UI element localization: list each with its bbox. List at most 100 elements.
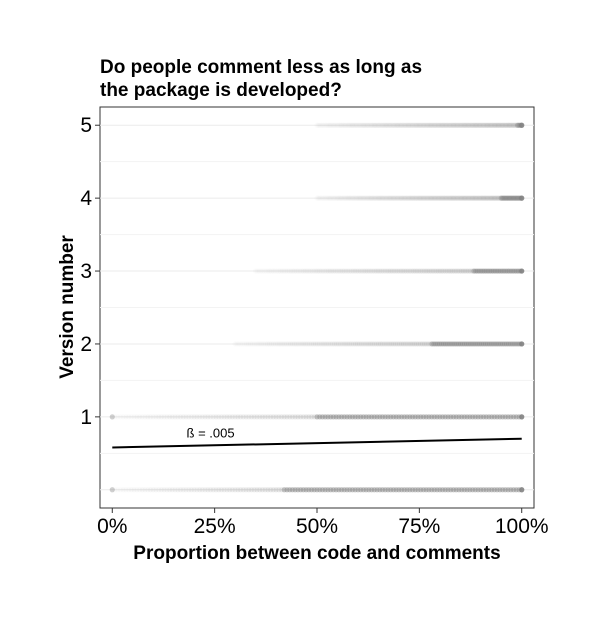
data-point bbox=[486, 414, 492, 420]
data-point bbox=[499, 268, 505, 274]
data-point bbox=[425, 341, 431, 347]
y-tick-label: 4 bbox=[80, 187, 92, 210]
data-point bbox=[355, 195, 361, 201]
data-point bbox=[453, 487, 459, 493]
data-point bbox=[442, 195, 448, 201]
data-point bbox=[355, 268, 362, 274]
data-point bbox=[312, 341, 318, 347]
data-point bbox=[508, 268, 514, 274]
data-point bbox=[278, 487, 285, 493]
data-point bbox=[439, 195, 446, 201]
data-point bbox=[471, 268, 477, 274]
data-point bbox=[331, 341, 338, 347]
data-point bbox=[515, 341, 521, 347]
data-point bbox=[407, 122, 413, 128]
data-point bbox=[457, 268, 463, 274]
data-point bbox=[429, 122, 435, 128]
data-point bbox=[425, 268, 431, 274]
data-point bbox=[180, 487, 186, 493]
data-point bbox=[251, 341, 257, 347]
data-point bbox=[400, 268, 406, 274]
data-point bbox=[417, 268, 424, 274]
data-point bbox=[433, 268, 440, 274]
data-point bbox=[519, 122, 525, 128]
data-point bbox=[240, 487, 246, 493]
data-point bbox=[429, 487, 435, 493]
data-point bbox=[444, 122, 450, 128]
data-point bbox=[257, 414, 263, 420]
data-point bbox=[412, 487, 418, 493]
data-point bbox=[450, 414, 457, 420]
data-point bbox=[479, 195, 485, 201]
data-point bbox=[391, 341, 397, 347]
data-point bbox=[500, 341, 506, 347]
data-point bbox=[169, 487, 175, 493]
data-point bbox=[188, 487, 195, 493]
data-point bbox=[409, 122, 416, 128]
data-point bbox=[491, 195, 498, 201]
data-point bbox=[320, 268, 326, 274]
data-point bbox=[303, 414, 309, 420]
data-point bbox=[399, 414, 405, 420]
data-point bbox=[355, 487, 361, 493]
data-point bbox=[419, 268, 425, 274]
data-point bbox=[404, 122, 410, 128]
data-point bbox=[505, 195, 511, 201]
y-tick-label: 1 bbox=[80, 406, 92, 429]
data-point bbox=[306, 268, 312, 274]
data-point bbox=[336, 122, 342, 128]
data-point bbox=[513, 268, 519, 274]
data-point bbox=[167, 414, 173, 420]
data-point bbox=[461, 122, 467, 128]
data-point bbox=[420, 122, 427, 128]
data-point bbox=[458, 268, 464, 274]
data-point bbox=[150, 414, 156, 420]
data-point bbox=[325, 414, 331, 420]
data-point bbox=[430, 195, 436, 201]
data-point bbox=[281, 268, 287, 274]
data-point bbox=[364, 341, 370, 347]
data-point bbox=[344, 195, 350, 201]
data-point bbox=[289, 414, 296, 420]
data-point bbox=[360, 195, 367, 201]
data-point bbox=[280, 341, 286, 347]
x-tick-label: 100% bbox=[495, 515, 549, 538]
data-point bbox=[469, 341, 475, 347]
data-point bbox=[448, 268, 454, 274]
data-point bbox=[393, 414, 399, 420]
data-point bbox=[407, 414, 413, 420]
data-point bbox=[336, 414, 342, 420]
data-point bbox=[175, 487, 181, 493]
data-point bbox=[156, 414, 162, 420]
data-point bbox=[511, 341, 517, 347]
data-point bbox=[388, 487, 394, 493]
data-point bbox=[308, 341, 315, 347]
data-point bbox=[336, 195, 342, 201]
data-point bbox=[513, 195, 519, 201]
data-point bbox=[419, 195, 425, 201]
data-point bbox=[393, 341, 399, 347]
data-point bbox=[446, 122, 452, 128]
data-point bbox=[270, 414, 276, 420]
data-point bbox=[364, 195, 371, 201]
data-point bbox=[382, 122, 388, 128]
data-point bbox=[287, 414, 293, 420]
data-point bbox=[329, 268, 335, 274]
data-point bbox=[295, 414, 301, 420]
data-point bbox=[368, 122, 375, 128]
data-point bbox=[480, 341, 487, 347]
data-point bbox=[381, 195, 387, 201]
data-point bbox=[333, 414, 339, 420]
data-point bbox=[150, 487, 156, 493]
data-point bbox=[161, 487, 167, 493]
data-point bbox=[322, 414, 328, 420]
data-point bbox=[483, 122, 489, 128]
data-point bbox=[264, 341, 271, 347]
data-point bbox=[505, 122, 511, 128]
data-point bbox=[431, 122, 437, 128]
data-point bbox=[276, 414, 282, 420]
data-point bbox=[287, 487, 293, 493]
data-point bbox=[478, 341, 485, 347]
data-point bbox=[259, 487, 266, 493]
chart-title-line-1: Do people comment less as long as bbox=[100, 57, 422, 78]
